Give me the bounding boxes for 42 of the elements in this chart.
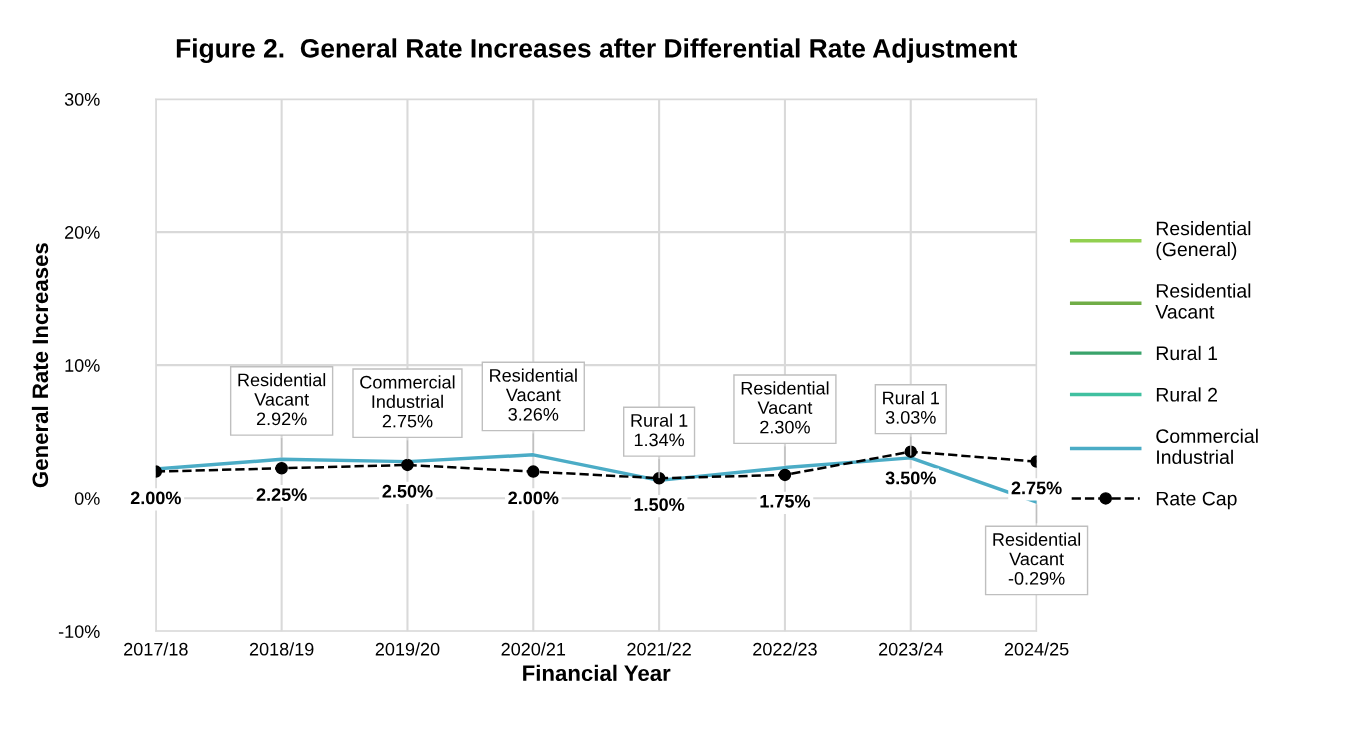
x-tick-label: 2019/20	[375, 642, 440, 656]
data-label: 2.75%	[1011, 481, 1062, 495]
data-label: 2.25%	[256, 488, 307, 501]
data-label: 2.00%	[130, 491, 181, 505]
annotation: Residential Vacant -0.29%	[993, 532, 1081, 585]
x-tick-label: 2021/22	[627, 642, 691, 656]
legend-label: Residential (General)	[1156, 221, 1251, 261]
point	[275, 462, 288, 475]
legend-label: Commercial Industrial	[1156, 428, 1258, 464]
y-axis-title: General Rate Increases	[31, 243, 49, 488]
y-tick-label: 20%	[65, 226, 100, 239]
annotation: Residential Vacant 3.26%	[490, 368, 577, 421]
chart-title: Figure 2. General Rate Increases after Differential Rate Adjustment	[176, 38, 1018, 64]
annotation: Residential Vacant 2.30%	[741, 381, 829, 434]
x-tick-label: 2018/19	[249, 642, 314, 656]
legend-label: Residential Vacant	[1155, 283, 1251, 319]
x-tick-label: 2024/25	[1004, 642, 1069, 656]
y-tick-label: -10%	[58, 625, 100, 638]
legend-label: Rural 1	[1156, 345, 1218, 361]
point	[904, 445, 918, 458]
point	[527, 465, 540, 478]
annotation: Commercial Industrial 2.75%	[360, 375, 455, 428]
annotation: Residential Vacant 2.92%	[238, 373, 326, 426]
data-label: 1.75%	[760, 494, 811, 508]
point	[401, 458, 414, 472]
data-label: 2.00%	[508, 491, 559, 505]
x-tick-label: 2022/23	[753, 642, 817, 656]
data-label: 2.50%	[382, 484, 433, 498]
y-tick-label: 0%	[74, 492, 100, 505]
x-tick-label: 2023/24	[879, 642, 943, 656]
x-axis-title: Financial Year	[523, 664, 671, 682]
x-tick-label: 2017/18	[124, 642, 188, 656]
legend-label: Rate Cap	[1156, 491, 1237, 510]
data-label: 1.50%	[634, 498, 685, 511]
annotation: Rural 1 1.34%	[631, 413, 688, 447]
legend-label: Rural 2	[1156, 387, 1218, 402]
y-tick-label: 30%	[64, 93, 100, 106]
annotation: Rural 1 3.03%	[883, 391, 939, 424]
point	[778, 468, 792, 482]
y-tick-label: 10%	[65, 359, 100, 372]
data-label: 3.50%	[885, 471, 936, 485]
x-tick-label: 2020/21	[501, 642, 566, 656]
